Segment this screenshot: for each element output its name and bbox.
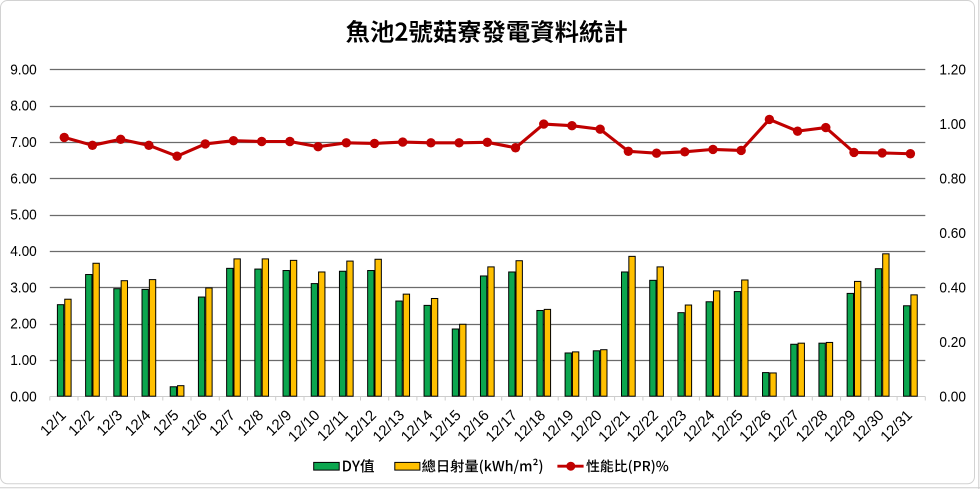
svg-text:8.00: 8.00	[10, 98, 37, 115]
svg-text:6.00: 6.00	[10, 170, 37, 187]
svg-text:0.20: 0.20	[939, 334, 966, 351]
svg-text:1.20: 1.20	[939, 61, 966, 78]
svg-text:3.00: 3.00	[10, 279, 37, 296]
svg-text:0.60: 0.60	[939, 225, 966, 242]
svg-text:0.00: 0.00	[939, 388, 966, 405]
svg-text:0.00: 0.00	[10, 388, 37, 405]
svg-text:0.80: 0.80	[939, 170, 966, 187]
svg-text:1.00: 1.00	[939, 116, 966, 133]
svg-text:5.00: 5.00	[10, 207, 37, 224]
svg-text:7.00: 7.00	[10, 134, 37, 151]
svg-text:0.40: 0.40	[939, 279, 966, 296]
svg-text:2.00: 2.00	[10, 316, 37, 333]
svg-text:4.00: 4.00	[10, 243, 37, 260]
svg-text:9.00: 9.00	[10, 61, 37, 78]
svg-text:1.00: 1.00	[10, 352, 37, 369]
